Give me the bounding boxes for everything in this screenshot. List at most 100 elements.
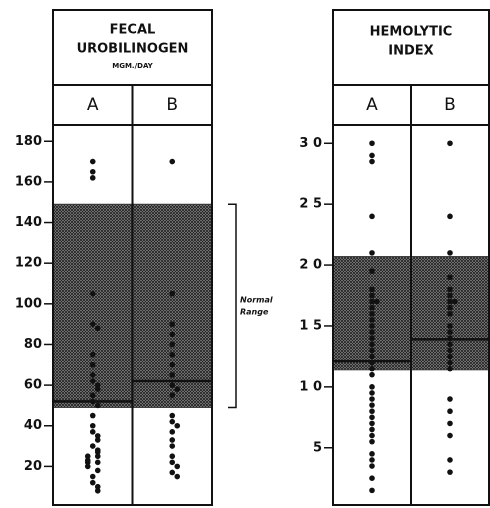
data-dot bbox=[89, 443, 96, 449]
panel-title: UROBILINOGEN bbox=[77, 42, 189, 57]
data-dot bbox=[369, 286, 375, 293]
data-dot bbox=[169, 429, 176, 435]
panel-title: INDEX bbox=[388, 44, 433, 59]
data-dot bbox=[169, 361, 176, 368]
data-dot bbox=[94, 487, 101, 494]
data-dot bbox=[369, 457, 375, 463]
data-dot bbox=[447, 310, 453, 317]
data-dot bbox=[369, 213, 375, 220]
data-dot bbox=[369, 317, 375, 323]
data-dot bbox=[447, 274, 453, 281]
data-dot bbox=[447, 292, 453, 299]
data-dot bbox=[89, 479, 96, 486]
data-dot bbox=[369, 414, 375, 421]
data-dot bbox=[94, 437, 101, 443]
data-dot bbox=[447, 347, 453, 354]
data-dot bbox=[94, 382, 101, 388]
data-dot bbox=[369, 402, 375, 408]
data-dot bbox=[369, 384, 375, 390]
data-dot bbox=[369, 463, 375, 469]
data-dot bbox=[84, 459, 91, 466]
data-dot bbox=[447, 353, 453, 360]
data-dot bbox=[447, 286, 453, 293]
range-annotation: Range bbox=[240, 307, 269, 316]
data-dot bbox=[369, 438, 375, 445]
data-dot bbox=[447, 341, 453, 348]
data-dot bbox=[169, 418, 176, 425]
data-dot bbox=[447, 329, 453, 335]
data-dot bbox=[169, 459, 176, 466]
data-dot bbox=[89, 175, 96, 181]
data-dot bbox=[369, 140, 375, 147]
data-dot bbox=[169, 382, 176, 388]
data-dot bbox=[369, 426, 375, 433]
y-tick-label: 80 bbox=[24, 337, 42, 352]
data-dot bbox=[452, 298, 458, 305]
data-dot bbox=[169, 351, 176, 358]
data-dot bbox=[169, 469, 176, 476]
data-dot bbox=[174, 463, 181, 470]
column-label: A bbox=[366, 95, 378, 115]
data-dot bbox=[94, 449, 101, 455]
data-dot bbox=[374, 298, 380, 305]
data-dot bbox=[369, 310, 375, 317]
data-dot bbox=[174, 422, 181, 429]
data-dot bbox=[447, 213, 453, 220]
data-dot bbox=[369, 292, 375, 299]
data-dot bbox=[369, 304, 375, 311]
y-tick-label: 160 bbox=[15, 174, 42, 189]
data-dot bbox=[369, 408, 375, 415]
data-dot bbox=[447, 469, 453, 475]
data-dot bbox=[447, 304, 453, 311]
data-dot bbox=[369, 365, 375, 372]
column-label: B bbox=[444, 95, 456, 115]
data-dot bbox=[369, 268, 375, 274]
y-tick-label: 60 bbox=[24, 378, 42, 393]
data-dot bbox=[89, 361, 96, 368]
data-dot bbox=[369, 390, 375, 396]
data-dot bbox=[89, 473, 96, 480]
y-tick-label: 1 5 bbox=[299, 318, 322, 333]
data-dot bbox=[89, 372, 96, 378]
data-dot bbox=[447, 365, 453, 372]
y-tick-label: 140 bbox=[15, 215, 42, 230]
data-dot bbox=[84, 453, 91, 460]
column-label: B bbox=[166, 95, 178, 115]
data-dot bbox=[447, 457, 453, 463]
y-tick-label: 40 bbox=[24, 418, 42, 433]
data-dot bbox=[447, 323, 453, 329]
data-dot bbox=[89, 378, 96, 384]
panel-subtitle: MGM./DAY bbox=[112, 62, 153, 70]
data-dot bbox=[89, 392, 96, 399]
data-dot bbox=[369, 329, 375, 335]
data-dot bbox=[169, 290, 176, 297]
y-tick-label: 2 0 bbox=[299, 258, 322, 273]
data-dot bbox=[94, 386, 101, 392]
data-dot bbox=[447, 140, 453, 147]
data-dot bbox=[94, 433, 101, 439]
data-dot bbox=[369, 341, 375, 348]
data-dot bbox=[174, 473, 181, 480]
panel-title: FECAL bbox=[110, 23, 156, 38]
range-bracket bbox=[228, 203, 237, 409]
data-dot bbox=[447, 396, 453, 402]
data-dot bbox=[174, 386, 181, 392]
y-tick-label: 100 bbox=[15, 296, 42, 311]
data-dot bbox=[89, 290, 96, 297]
data-dot bbox=[369, 347, 375, 354]
data-dot bbox=[84, 463, 91, 470]
data-dot bbox=[369, 298, 375, 305]
y-tick-label: 180 bbox=[15, 134, 42, 149]
data-dot bbox=[369, 396, 375, 402]
data-dot bbox=[89, 158, 96, 165]
data-dot bbox=[369, 152, 375, 159]
data-dot bbox=[169, 412, 176, 419]
data-dot bbox=[89, 422, 96, 429]
data-dot bbox=[447, 408, 453, 415]
data-dot bbox=[369, 250, 375, 256]
data-dot bbox=[169, 158, 176, 165]
data-dot bbox=[169, 443, 176, 449]
y-tick-label: 5 bbox=[313, 440, 322, 455]
data-dot bbox=[89, 429, 96, 435]
y-tick-label: 20 bbox=[24, 459, 42, 474]
